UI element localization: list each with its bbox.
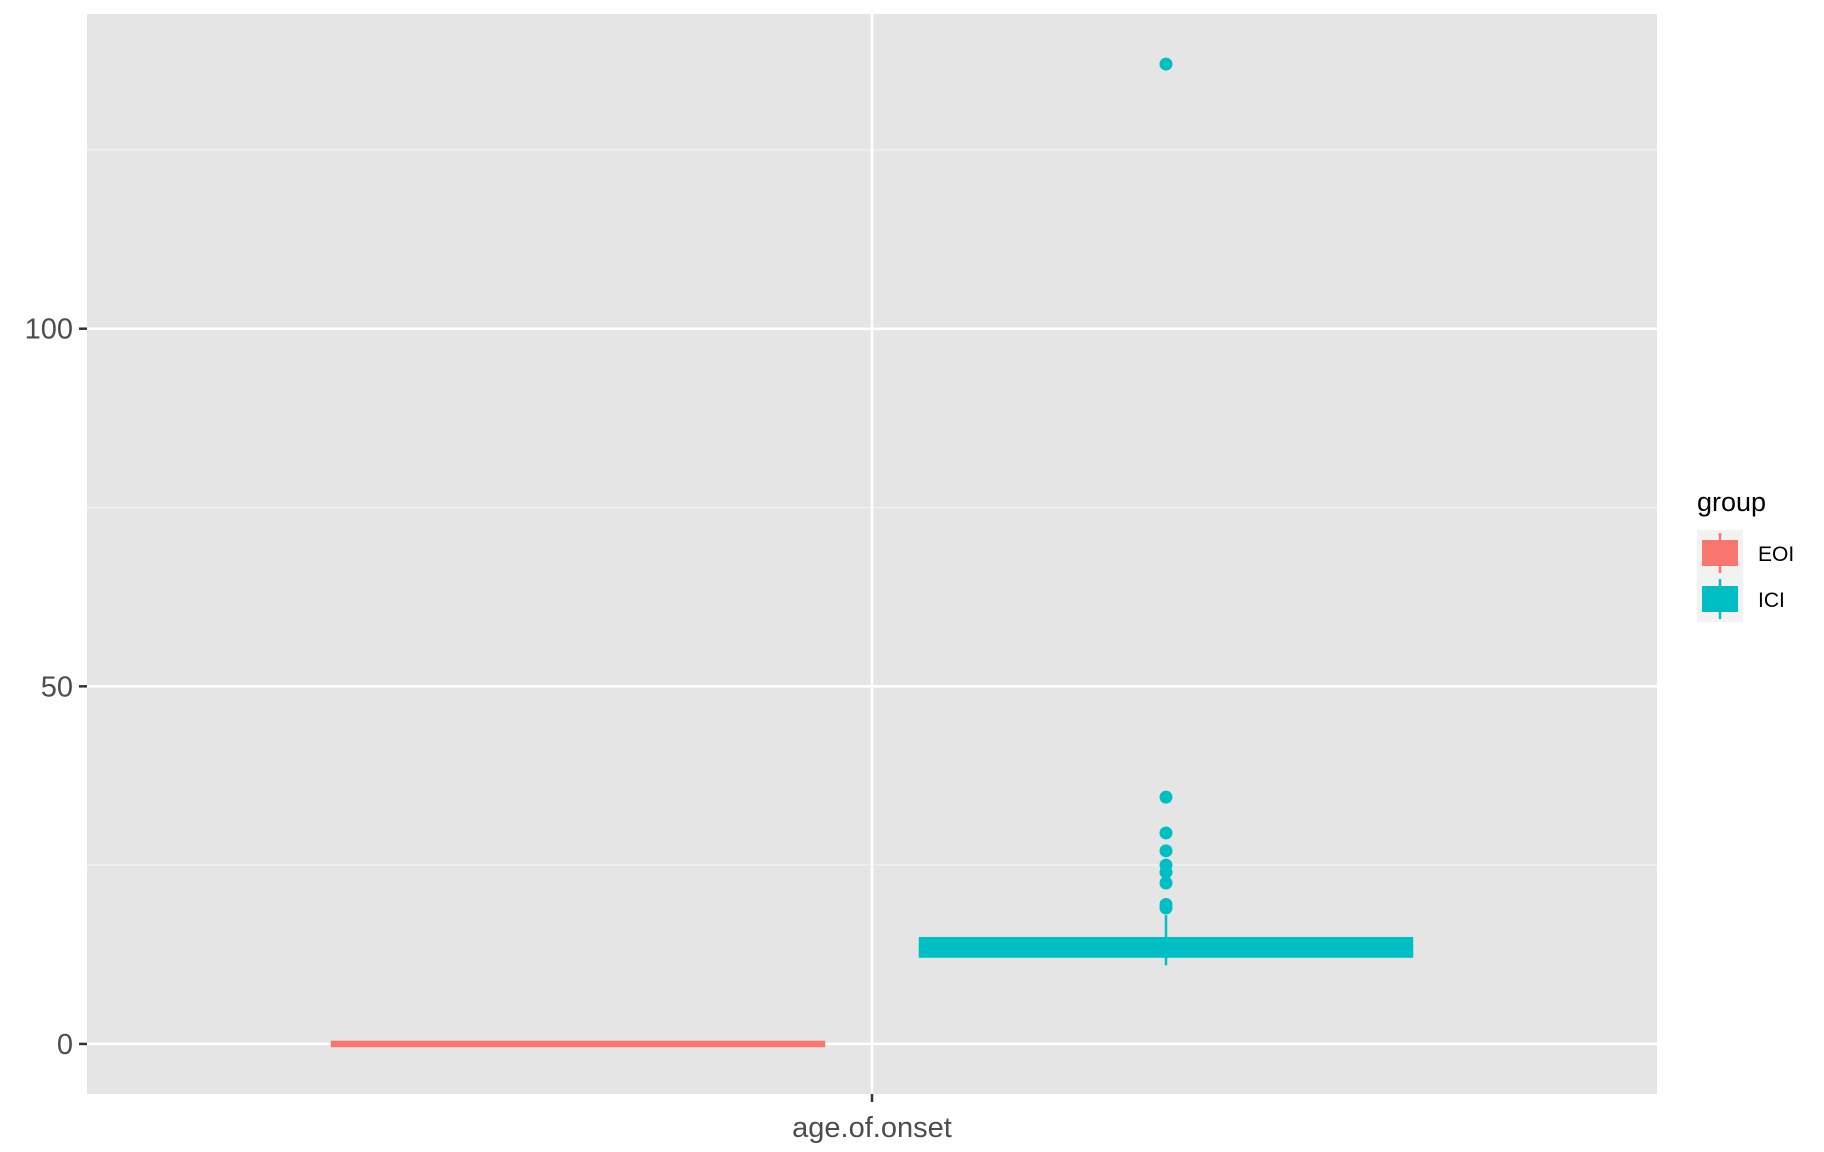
axes: 0 50 100 age.of.onset [25,314,952,1144]
y-tick-label: 50 [41,671,73,703]
legend-key-box [1702,586,1738,612]
legend-label: ICI [1758,589,1785,612]
outlier-point [1159,876,1173,890]
box-eoi [330,1040,826,1048]
outlier-point [1159,844,1173,858]
x-tick-label: age.of.onset [792,1112,952,1144]
legend-label: EOI [1758,543,1794,566]
legend: group EOI ICI [1697,487,1794,622]
outlier-point [1159,790,1173,804]
box-series [330,57,1414,1048]
outlier-point [1159,826,1173,840]
y-tick-label: 100 [25,314,73,346]
outlier-point [1159,858,1173,872]
box-ici [918,57,1414,966]
legend-item-eoi: EOI [1697,530,1794,576]
y-tick-label: 0 [57,1029,73,1061]
legend-title: group [1697,487,1766,517]
legend-item-ici: ICI [1697,576,1785,622]
outlier-point [1159,897,1173,911]
outlier-point [1159,57,1173,71]
legend-key-box [1702,540,1738,566]
